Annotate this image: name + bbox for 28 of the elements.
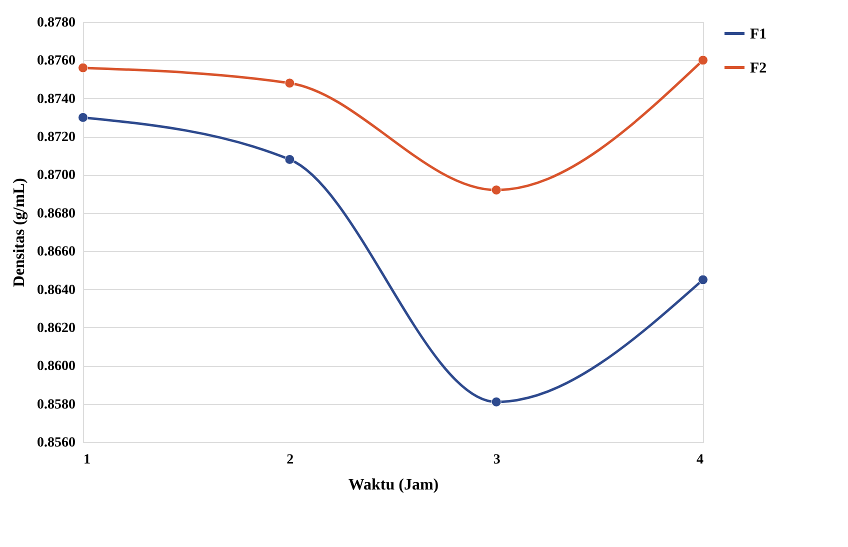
y-tick-label: 0.8580 [37, 397, 76, 412]
y-tick-label: 0.8660 [37, 244, 76, 260]
legend-label: F2 [750, 60, 767, 76]
x-axis-title: Waktu (Jam) [348, 476, 439, 494]
x-tick-label: 3 [493, 452, 500, 468]
y-tick-label: 0.8680 [37, 206, 76, 222]
point [78, 62, 88, 73]
y-tick-label: 0.8620 [37, 320, 76, 336]
y-tick-label: 0.8740 [37, 92, 76, 107]
y-tick-label: 0.8760 [37, 54, 76, 69]
y-tick-label: 0.8640 [37, 282, 76, 298]
y-tick-label: 0.8720 [37, 130, 76, 146]
point [698, 274, 708, 285]
point [284, 78, 295, 88]
y-tick-label: 0.8560 [37, 436, 76, 450]
x-tick-label: 1 [84, 452, 90, 468]
point [491, 185, 502, 195]
x-tick-label: 2 [286, 452, 294, 468]
y-tick-label: 0.8600 [37, 359, 76, 374]
point [698, 55, 708, 66]
y-tick-label: 0.8780 [37, 16, 76, 30]
point [491, 396, 502, 407]
x-tick-label: 4 [696, 452, 704, 468]
y-axis-title: Densitas (g/mL) [11, 178, 28, 287]
y-tick-label: 0.8700 [37, 168, 76, 184]
legend-label: F1 [750, 26, 767, 42]
point [284, 154, 295, 164]
point [78, 112, 88, 122]
